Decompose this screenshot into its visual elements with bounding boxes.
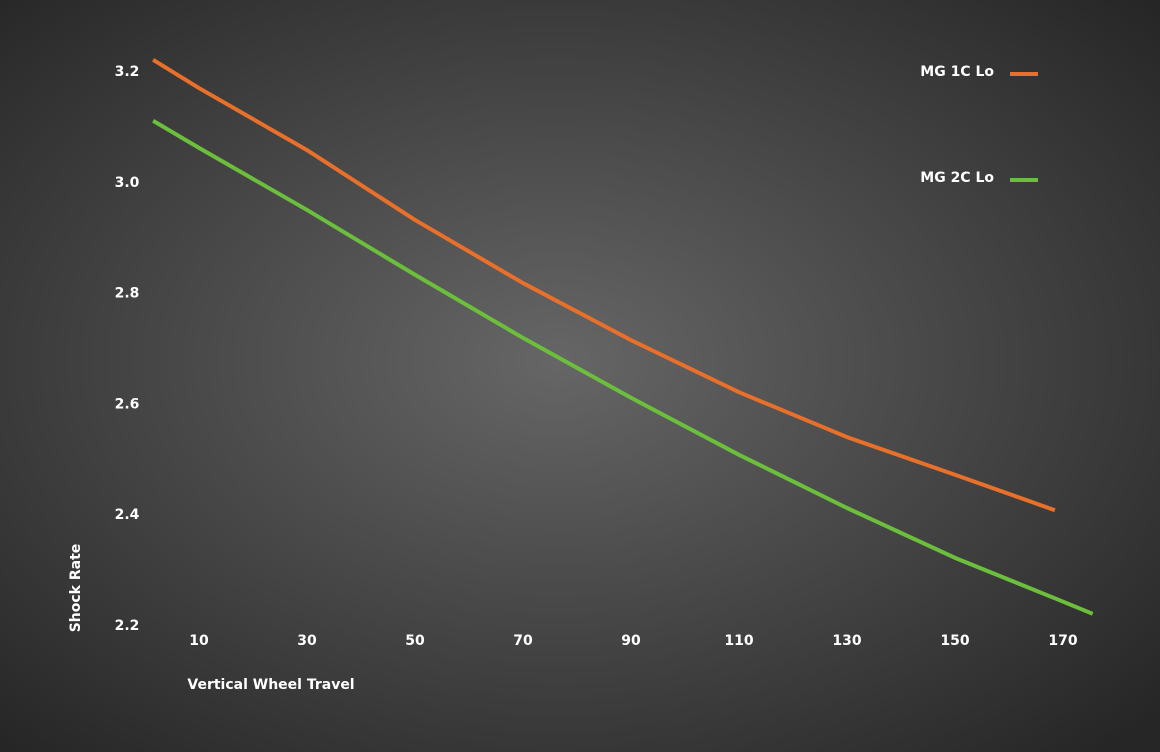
y-tick-label: 2.8 xyxy=(115,286,140,302)
y-tick-label: 2.2 xyxy=(115,618,140,634)
x-tick-label: 110 xyxy=(724,633,753,649)
x-tick-label: 150 xyxy=(940,633,969,649)
y-axis-label: Shock Rate xyxy=(68,544,84,633)
line-series xyxy=(152,58,1056,513)
x-tick-label: 90 xyxy=(621,633,641,649)
x-tick-label: 70 xyxy=(513,633,533,649)
legend-label: MG 1C Lo xyxy=(920,64,994,80)
y-tick-label: 2.4 xyxy=(115,507,140,523)
x-tick-label: 50 xyxy=(405,633,425,649)
y-tick-label: 3.0 xyxy=(115,175,140,191)
x-tick-label: 130 xyxy=(832,633,861,649)
x-tick-label: 10 xyxy=(189,633,209,649)
y-tick-label: 3.2 xyxy=(115,64,140,80)
x-tick-label: 30 xyxy=(297,633,317,649)
legend-label: MG 2C Lo xyxy=(920,170,994,186)
line-series xyxy=(152,119,1094,616)
y-tick-label: 2.6 xyxy=(115,396,140,412)
x-tick-label: 170 xyxy=(1048,633,1077,649)
x-axis-label: Vertical Wheel Travel xyxy=(187,677,354,693)
